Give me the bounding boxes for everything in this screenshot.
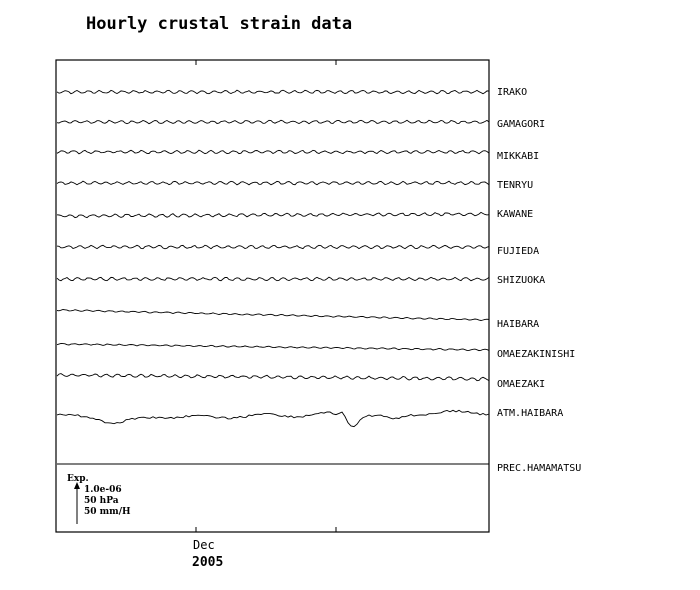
trace-gamagori [56,119,490,125]
legend-arrow-head [74,482,80,489]
trace-atm-haibara [56,409,490,428]
label-atm-haibara: ATM.HAIBARA [497,408,563,419]
trace-fujieda [56,244,490,250]
label-prec-hamamatsu: PREC.HAMAMATSU [497,463,581,474]
chart-title: Hourly crustal strain data [86,14,353,34]
trace-omaezakinishi [56,343,490,352]
x-tick-label-month: Dec [193,538,215,552]
series-labels: IRAKO GAMAGORI MIKKABI TENRYU KAWANE FUJIEDA S… [497,87,581,474]
trace-kawane [56,211,490,219]
trace-irako [56,89,490,95]
trace-tenryu [56,180,490,186]
legend-scale-precip: 50 mm/H [84,507,131,517]
trace-omaezaki [56,373,490,382]
legend-label: Exp. [67,474,89,484]
label-mikkabi: MIKKABI [497,151,539,162]
label-tenryu: TENRYU [497,180,533,191]
series-traces [56,89,490,465]
label-kawane: KAWANE [497,209,533,220]
trace-shizuoka [56,276,490,282]
x-tick-label-year: 2005 [192,555,223,570]
label-shizuoka: SHIZUOKA [497,275,545,286]
label-omaezakinishi: OMAEZAKINISHI [497,349,575,360]
plot-frame [55,59,490,533]
label-omaezaki: OMAEZAKI [497,379,545,390]
legend-scale-pressure: 50 hPa [84,496,119,506]
trace-haibara [56,309,490,321]
scale-legend: Exp. 1.0e-06 50 hPa 50 mm/H [67,474,131,524]
trace-mikkabi [56,149,490,155]
label-haibara: HAIBARA [497,319,539,330]
label-gamagori: GAMAGORI [497,119,545,130]
label-fujieda: FUJIEDA [497,246,539,257]
label-irako: IRAKO [497,87,527,98]
legend-scale-strain: 1.0e-06 [84,485,122,495]
